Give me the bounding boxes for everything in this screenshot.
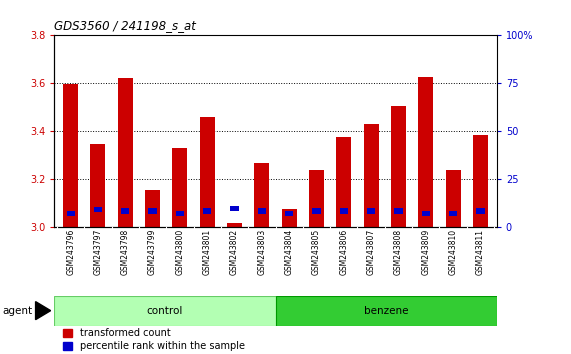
Text: GSM243811: GSM243811 (476, 229, 485, 275)
Bar (445, 170, 461, 227)
Bar (449, 211, 457, 216)
Bar (476, 209, 485, 214)
Bar (258, 209, 266, 214)
Text: GDS3560 / 241198_s_at: GDS3560 / 241198_s_at (54, 19, 196, 32)
Text: GSM243805: GSM243805 (312, 229, 321, 275)
Text: GSM243803: GSM243803 (258, 229, 266, 275)
Bar (364, 124, 379, 227)
Text: GSM243809: GSM243809 (421, 229, 430, 275)
Bar (254, 163, 270, 227)
Text: GSM243798: GSM243798 (121, 229, 130, 275)
Bar (200, 117, 215, 227)
Polygon shape (35, 302, 51, 320)
Text: GSM243797: GSM243797 (94, 229, 102, 275)
Bar (421, 211, 430, 216)
Text: GSM243808: GSM243808 (394, 229, 403, 275)
Bar (176, 211, 184, 216)
Text: control: control (147, 306, 183, 316)
Bar (172, 148, 187, 227)
Bar (285, 211, 293, 216)
Bar (94, 207, 102, 212)
Text: GSM243801: GSM243801 (203, 229, 212, 275)
Bar (145, 189, 160, 227)
Text: GSM243802: GSM243802 (230, 229, 239, 275)
Bar (90, 144, 106, 227)
Bar (203, 209, 211, 214)
Bar (336, 137, 351, 227)
Bar (118, 79, 133, 227)
Bar (282, 209, 297, 227)
Text: GSM243800: GSM243800 (175, 229, 184, 275)
Bar (231, 206, 239, 211)
Bar (395, 209, 403, 214)
Bar (391, 106, 406, 227)
Bar (227, 223, 242, 227)
Bar (66, 211, 75, 216)
Text: GSM243806: GSM243806 (339, 229, 348, 275)
Text: agent: agent (3, 306, 33, 316)
Bar (418, 77, 433, 227)
Text: GSM243796: GSM243796 (66, 229, 75, 275)
Bar (367, 209, 375, 214)
Bar (312, 209, 320, 214)
Bar (473, 135, 488, 227)
Bar (309, 170, 324, 227)
Bar (121, 209, 130, 214)
Bar (63, 84, 78, 227)
Text: GSM243799: GSM243799 (148, 229, 157, 275)
Text: GSM243807: GSM243807 (367, 229, 376, 275)
Bar (275, 296, 497, 326)
Bar (54, 296, 275, 326)
Bar (340, 209, 348, 214)
Text: benzene: benzene (364, 306, 408, 316)
Bar (148, 209, 156, 214)
Text: GSM243810: GSM243810 (449, 229, 457, 275)
Text: GSM243804: GSM243804 (285, 229, 293, 275)
Legend: transformed count, percentile rank within the sample: transformed count, percentile rank withi… (59, 325, 248, 354)
